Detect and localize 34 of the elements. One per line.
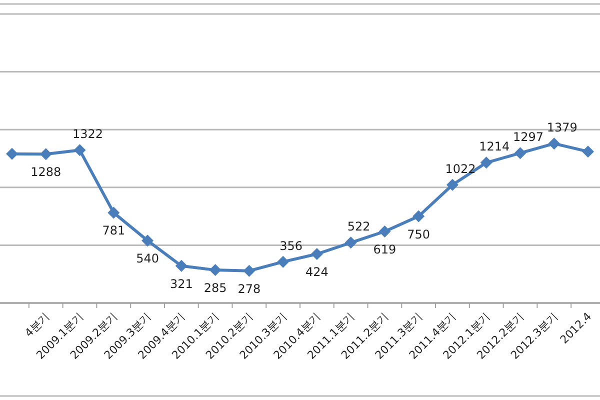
data-label: 619 [373, 242, 396, 256]
data-label: 424 [305, 264, 328, 279]
point [514, 147, 526, 160]
data-label: 285 [204, 281, 227, 296]
point [480, 156, 492, 169]
point [209, 264, 222, 276]
point [582, 146, 594, 158]
point [548, 138, 560, 150]
data-label: 750 [407, 227, 430, 242]
point [412, 210, 425, 222]
point [378, 225, 391, 238]
point [344, 236, 357, 249]
point [277, 256, 290, 268]
point [108, 206, 120, 219]
point [243, 264, 256, 277]
data-label: 781 [102, 224, 126, 238]
data-label: 356 [280, 238, 303, 253]
data-label: 1379 [546, 120, 578, 135]
point [6, 148, 18, 160]
data-label: 1322 [72, 127, 104, 142]
data-label: 540 [136, 252, 159, 266]
data-label: 522 [347, 220, 370, 234]
point [446, 178, 458, 191]
data-label: 321 [170, 276, 193, 291]
point [40, 148, 52, 160]
point [74, 144, 86, 156]
point [310, 248, 323, 260]
data-label: 1214 [479, 140, 510, 154]
point [142, 234, 154, 247]
point [175, 260, 188, 272]
data-label: 1022 [445, 162, 476, 176]
data-label: 278 [238, 282, 261, 296]
data-label: 1297 [512, 130, 544, 144]
data-label: 1288 [30, 165, 62, 180]
